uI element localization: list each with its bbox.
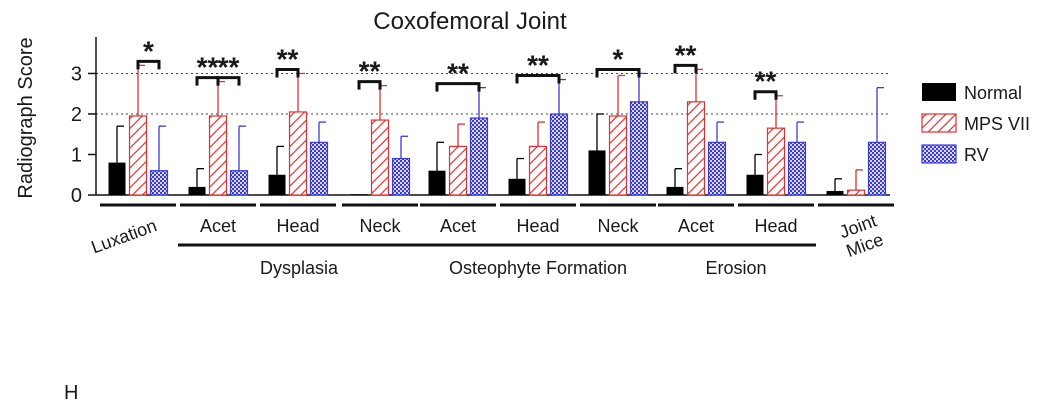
chart-title: Coxofemoral Joint [373,8,567,35]
significance-label: * [613,43,624,74]
bar [766,127,786,196]
category-label: Neck [597,216,639,236]
significance-bracket [136,59,161,70]
bar [428,170,446,195]
legend-label: RV [964,145,989,165]
bar [108,162,126,195]
bar [309,141,329,196]
bar [370,119,390,196]
bar [208,115,228,196]
bar [128,115,148,196]
category-label: Acet [440,216,476,236]
significance-bracket [753,90,778,100]
y-tick-label: 3 [71,63,82,85]
significance-bracket [515,74,561,84]
significance-bracket [357,80,382,90]
panel-letter: H [64,382,79,404]
category-label: Head [754,216,797,236]
category-label: Head [276,216,319,236]
y-tick-label: 2 [71,104,82,126]
bar [350,194,368,195]
significance-bracket [216,76,241,86]
bar [608,115,628,196]
significance-bracket [275,67,300,78]
legend-swatch [922,83,956,101]
bar [188,186,206,195]
bar [867,141,887,196]
significance-label: ** [197,52,219,83]
bar [448,145,468,196]
bar [666,186,684,195]
category-label: Luxation [89,215,160,257]
significance-label: * [143,35,154,66]
category-label: Neck [359,216,401,236]
bar [588,150,606,195]
significance-label: ** [359,56,381,87]
category-label: Head [516,216,559,236]
bar [268,174,286,195]
bar [826,190,844,195]
bar [229,170,249,196]
bar [846,189,866,196]
bar [528,145,548,196]
category-label: Acet [200,216,236,236]
bar [707,141,727,196]
legend-swatch [921,144,957,164]
group-label: Osteophyte Formation [449,258,627,278]
significance-label: ** [755,66,777,97]
significance-label: ** [527,50,549,81]
significance-bracket [673,63,698,74]
legend-label: Normal [964,83,1022,103]
significance-label: ** [277,43,299,74]
significance-label: ** [447,58,469,89]
y-axis-label: Radiograph Score [15,37,37,198]
legend-swatch [921,113,957,133]
bar [508,178,526,195]
bar [391,157,411,196]
bar [746,174,764,195]
category-label: Acet [678,216,714,236]
group-label: Dysplasia [260,258,339,278]
significance-bracket [595,67,641,78]
bar [288,111,308,196]
significance-bracket [435,82,481,92]
y-tick-label: 0 [71,185,82,207]
bar [629,101,649,196]
bar [549,113,569,196]
bar [686,101,706,196]
significance-label: ** [675,39,697,70]
bar [787,141,807,196]
legend-label: MPS VII [964,114,1030,134]
significance-label: ** [218,52,240,83]
group-label: Erosion [705,258,766,278]
bar [149,170,169,196]
y-tick-label: 1 [71,144,82,166]
bar [469,117,489,196]
